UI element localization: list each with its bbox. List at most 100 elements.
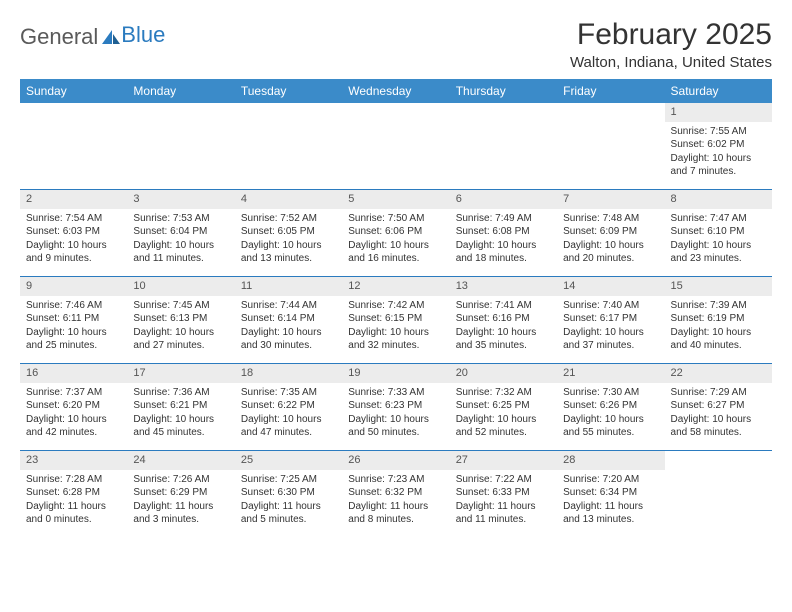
sunset-text: Sunset: 6:03 PM <box>26 225 121 239</box>
daylight-text: Daylight: 11 hours and 5 minutes. <box>241 500 336 527</box>
sunset-text: Sunset: 6:13 PM <box>133 312 228 326</box>
sunrise-text: Sunrise: 7:41 AM <box>456 299 551 313</box>
day-details: Sunrise: 7:36 AMSunset: 6:21 PMDaylight:… <box>127 383 234 445</box>
sunset-text: Sunset: 6:10 PM <box>671 225 766 239</box>
day-details: Sunrise: 7:25 AMSunset: 6:30 PMDaylight:… <box>235 470 342 532</box>
calendar-day: 18Sunrise: 7:35 AMSunset: 6:22 PMDayligh… <box>235 364 342 450</box>
day-number: 24 <box>127 451 234 470</box>
calendar-day: 10Sunrise: 7:45 AMSunset: 6:13 PMDayligh… <box>127 277 234 363</box>
calendar-day: 21Sunrise: 7:30 AMSunset: 6:26 PMDayligh… <box>557 364 664 450</box>
day-number: 19 <box>342 364 449 383</box>
day-details: Sunrise: 7:26 AMSunset: 6:29 PMDaylight:… <box>127 470 234 532</box>
sunrise-text: Sunrise: 7:30 AM <box>563 386 658 400</box>
day-details: Sunrise: 7:47 AMSunset: 6:10 PMDaylight:… <box>665 209 772 271</box>
sunrise-text: Sunrise: 7:32 AM <box>456 386 551 400</box>
day-number: 16 <box>20 364 127 383</box>
sunrise-text: Sunrise: 7:39 AM <box>671 299 766 313</box>
day-details: Sunrise: 7:22 AMSunset: 6:33 PMDaylight:… <box>450 470 557 532</box>
day-details: Sunrise: 7:40 AMSunset: 6:17 PMDaylight:… <box>557 296 664 358</box>
day-details: Sunrise: 7:55 AMSunset: 6:02 PMDaylight:… <box>665 122 772 184</box>
sunrise-text: Sunrise: 7:46 AM <box>26 299 121 313</box>
sunrise-text: Sunrise: 7:36 AM <box>133 386 228 400</box>
daylight-text: Daylight: 10 hours and 45 minutes. <box>133 413 228 440</box>
sunrise-text: Sunrise: 7:42 AM <box>348 299 443 313</box>
day-number: 28 <box>557 451 664 470</box>
weekday-header-row: SundayMondayTuesdayWednesdayThursdayFrid… <box>20 79 772 103</box>
sunrise-text: Sunrise: 7:33 AM <box>348 386 443 400</box>
calendar-day: 14Sunrise: 7:40 AMSunset: 6:17 PMDayligh… <box>557 277 664 363</box>
month-title: February 2025 <box>570 18 772 52</box>
sunset-text: Sunset: 6:08 PM <box>456 225 551 239</box>
calendar-day: 4Sunrise: 7:52 AMSunset: 6:05 PMDaylight… <box>235 190 342 276</box>
calendar-day: 16Sunrise: 7:37 AMSunset: 6:20 PMDayligh… <box>20 364 127 450</box>
day-details: Sunrise: 7:33 AMSunset: 6:23 PMDaylight:… <box>342 383 449 445</box>
daylight-text: Daylight: 10 hours and 18 minutes. <box>456 239 551 266</box>
calendar-day: 6Sunrise: 7:49 AMSunset: 6:08 PMDaylight… <box>450 190 557 276</box>
sunrise-text: Sunrise: 7:40 AM <box>563 299 658 313</box>
day-details: Sunrise: 7:48 AMSunset: 6:09 PMDaylight:… <box>557 209 664 271</box>
day-number: 27 <box>450 451 557 470</box>
sunrise-text: Sunrise: 7:55 AM <box>671 125 766 139</box>
calendar-empty <box>665 451 772 537</box>
sunrise-text: Sunrise: 7:35 AM <box>241 386 336 400</box>
weekday-header: Friday <box>557 79 664 103</box>
sunset-text: Sunset: 6:30 PM <box>241 486 336 500</box>
sunset-text: Sunset: 6:29 PM <box>133 486 228 500</box>
day-number: 14 <box>557 277 664 296</box>
calendar-day: 20Sunrise: 7:32 AMSunset: 6:25 PMDayligh… <box>450 364 557 450</box>
daylight-text: Daylight: 11 hours and 3 minutes. <box>133 500 228 527</box>
sunrise-text: Sunrise: 7:52 AM <box>241 212 336 226</box>
daylight-text: Daylight: 10 hours and 40 minutes. <box>671 326 766 353</box>
daylight-text: Daylight: 10 hours and 58 minutes. <box>671 413 766 440</box>
calendar-day: 27Sunrise: 7:22 AMSunset: 6:33 PMDayligh… <box>450 451 557 537</box>
weekday-header: Sunday <box>20 79 127 103</box>
sunrise-text: Sunrise: 7:53 AM <box>133 212 228 226</box>
day-details: Sunrise: 7:39 AMSunset: 6:19 PMDaylight:… <box>665 296 772 358</box>
day-number: 17 <box>127 364 234 383</box>
day-number: 11 <box>235 277 342 296</box>
sunrise-text: Sunrise: 7:44 AM <box>241 299 336 313</box>
daylight-text: Daylight: 10 hours and 13 minutes. <box>241 239 336 266</box>
sunset-text: Sunset: 6:25 PM <box>456 399 551 413</box>
daylight-text: Daylight: 10 hours and 27 minutes. <box>133 326 228 353</box>
calendar-day: 26 Sunrise: 7:23 AMSunset: 6:32 PMDayligh… <box>342 451 449 537</box>
sunset-text: Sunset: 6:32 PM <box>348 486 443 500</box>
calendar-empty <box>342 103 449 189</box>
sunrise-text: Sunrise: 7:28 AM <box>26 473 121 487</box>
day-details: Sunrise: 7:41 AMSunset: 6:16 PMDaylight:… <box>450 296 557 358</box>
daylight-text: Daylight: 10 hours and 47 minutes. <box>241 413 336 440</box>
calendar-empty <box>557 103 664 189</box>
day-details: Sunrise: 7:29 AMSunset: 6:27 PMDaylight:… <box>665 383 772 445</box>
weekday-header: Tuesday <box>235 79 342 103</box>
sunset-text: Sunset: 6:19 PM <box>671 312 766 326</box>
day-details: Sunrise: 7:49 AMSunset: 6:08 PMDaylight:… <box>450 209 557 271</box>
daylight-text: Daylight: 10 hours and 55 minutes. <box>563 413 658 440</box>
sunrise-text: Sunrise: 7:23 AM <box>348 473 443 487</box>
day-number: 26 <box>342 451 449 470</box>
sunset-text: Sunset: 6:06 PM <box>348 225 443 239</box>
day-number: 18 <box>235 364 342 383</box>
daylight-text: Daylight: 10 hours and 7 minutes. <box>671 152 766 179</box>
daylight-text: Daylight: 10 hours and 37 minutes. <box>563 326 658 353</box>
title-block: February 2025 Walton, Indiana, United St… <box>570 18 772 71</box>
calendar-empty <box>450 103 557 189</box>
sunset-text: Sunset: 6:33 PM <box>456 486 551 500</box>
sunrise-text: Sunrise: 7:37 AM <box>26 386 121 400</box>
brand-part2: Blue <box>121 22 165 48</box>
daylight-text: Daylight: 11 hours and 8 minutes. <box>348 500 443 527</box>
calendar-day: 15Sunrise: 7:39 AMSunset: 6:19 PMDayligh… <box>665 277 772 363</box>
calendar-day: 13Sunrise: 7:41 AMSunset: 6:16 PMDayligh… <box>450 277 557 363</box>
calendar-week: 2Sunrise: 7:54 AMSunset: 6:03 PMDaylight… <box>20 189 772 276</box>
sunset-text: Sunset: 6:27 PM <box>671 399 766 413</box>
sunrise-text: Sunrise: 7:22 AM <box>456 473 551 487</box>
day-number: 15 <box>665 277 772 296</box>
sunrise-text: Sunrise: 7:47 AM <box>671 212 766 226</box>
day-number: 23 <box>20 451 127 470</box>
sunrise-text: Sunrise: 7:25 AM <box>241 473 336 487</box>
sunset-text: Sunset: 6:15 PM <box>348 312 443 326</box>
day-number: 21 <box>557 364 664 383</box>
calendar-day: 12Sunrise: 7:42 AMSunset: 6:15 PMDayligh… <box>342 277 449 363</box>
sail-icon <box>101 29 121 47</box>
calendar-day: 7Sunrise: 7:48 AMSunset: 6:09 PMDaylight… <box>557 190 664 276</box>
day-number: 4 <box>235 190 342 209</box>
